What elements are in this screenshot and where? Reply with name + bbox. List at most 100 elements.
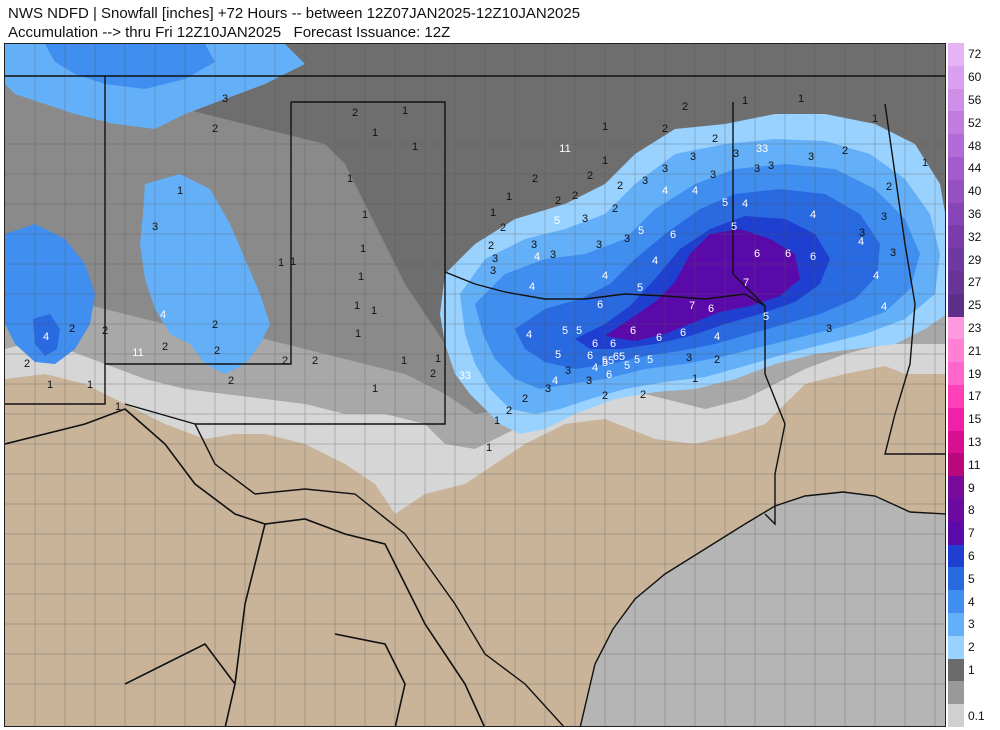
- legend-label: 6: [968, 549, 975, 563]
- legend-label: 17: [968, 389, 982, 404]
- county-value-label: 4: [529, 281, 535, 293]
- legend-label: 29: [968, 252, 982, 267]
- county-value-label: 2: [886, 181, 892, 193]
- county-value-label: 5: [602, 357, 608, 369]
- legend-swatch: [948, 111, 964, 135]
- legend-label: 5: [968, 571, 975, 586]
- county-value-label: 3: [686, 352, 692, 364]
- county-value-label: 2: [162, 341, 168, 353]
- map-header: NWS NDFD | Snowfall [inches] +72 Hours -…: [8, 4, 948, 42]
- legend-label: 0.1: [968, 708, 985, 723]
- county-value-label: 3: [826, 323, 832, 335]
- county-value-label: 11: [132, 347, 143, 359]
- legend-swatch: [948, 453, 964, 477]
- county-value-label: 2: [712, 133, 718, 145]
- county-value-label: 6: [587, 350, 593, 362]
- county-value-label: 4: [552, 375, 558, 387]
- county-value-label: 3: [152, 221, 158, 233]
- legend-label: 1: [968, 663, 975, 677]
- county-value-label: 1: [435, 353, 441, 365]
- county-value-label: 3: [550, 249, 556, 261]
- county-value-label: 4: [534, 251, 540, 263]
- county-value-label: 4: [858, 236, 864, 248]
- county-value-label: 3: [710, 169, 716, 181]
- county-value-label: 1: [355, 328, 361, 340]
- county-value-label: 2: [522, 393, 528, 405]
- legend-swatch: [948, 293, 964, 318]
- county-value-label: 4: [160, 309, 166, 321]
- county-value-label: 6: [680, 327, 686, 339]
- county-value-label: 3: [531, 239, 537, 251]
- legend-swatch: [948, 316, 964, 340]
- county-value-label: 2: [430, 368, 436, 380]
- gulf-coastline: [579, 491, 945, 726]
- snowfall-map: 3 2 2 1 1 1 11 1 2 1 1 1 1 2 2 1 2 2 2 2 1 2 1 2 3 3 3 4 3 3 5 3 2 2 3 3 3 3 4…: [4, 43, 946, 727]
- county-value-label: 1: [692, 373, 698, 385]
- county-value-label: 6: [606, 369, 612, 381]
- county-value-label: 1: [602, 121, 608, 133]
- county-value-label: 6: [708, 303, 714, 315]
- county-value-label: 3: [768, 160, 774, 172]
- county-value-label: 2: [612, 203, 618, 215]
- county-value-label: 1: [506, 191, 512, 203]
- county-value-label: 5: [722, 197, 728, 209]
- county-value-label: 3: [881, 211, 887, 223]
- county-value-label: 6: [610, 338, 616, 350]
- legend-swatch: [948, 134, 964, 158]
- county-value-label: 65: [613, 351, 625, 363]
- legend-swatch: [948, 521, 964, 546]
- county-value-label: 4: [526, 329, 532, 341]
- county-value-label: 5: [576, 325, 582, 337]
- county-value-label: 1: [360, 243, 366, 255]
- county-value-label: 4: [810, 209, 816, 221]
- county-value-label: 2: [555, 195, 561, 207]
- west-blue-patch-c: [33, 314, 60, 356]
- legend-label: 11: [968, 457, 981, 472]
- county-value-label: 4: [692, 185, 698, 197]
- county-value-label: 2: [214, 345, 220, 357]
- county-value-label: 5: [763, 311, 769, 323]
- county-value-label: 6: [592, 338, 598, 350]
- legend-label: 25: [968, 298, 982, 313]
- county-value-label: 1: [358, 271, 364, 283]
- county-value-label: 1: [372, 383, 378, 395]
- county-value-label: 7: [689, 300, 695, 312]
- legend-swatch: [948, 567, 964, 591]
- legend-swatch: [948, 544, 964, 568]
- county-value-label: 3: [545, 383, 551, 395]
- legend-swatch: [948, 476, 964, 500]
- county-value-label: 1: [490, 207, 496, 219]
- legend-swatch: [948, 635, 964, 660]
- legend-label: 15: [968, 412, 982, 427]
- legend-swatch: [948, 65, 964, 90]
- county-value-label: 1: [486, 442, 492, 454]
- legend-swatch: [948, 407, 964, 432]
- purple-7in-area: [605, 229, 800, 341]
- county-value-label: 55: [602, 355, 614, 367]
- county-value-label: 2: [312, 355, 318, 367]
- county-value-label: 3: [754, 163, 760, 175]
- state-borders: [5, 75, 945, 726]
- county-value-label: 2: [352, 107, 358, 119]
- legend-swatch: [948, 385, 964, 409]
- county-value-label: 1: [402, 105, 408, 117]
- county-value-label: 6: [656, 332, 662, 344]
- county-value-label: 3: [662, 163, 668, 175]
- county-value-label: 3: [859, 227, 865, 239]
- county-value-label: 5: [624, 360, 630, 372]
- legend-swatch: [948, 179, 964, 204]
- county-value-label: 3: [690, 151, 696, 163]
- legend-label: 21: [968, 343, 982, 358]
- county-value-label: 2: [532, 173, 538, 185]
- county-value-label: 1: [354, 300, 360, 312]
- county-value-label: 3: [222, 93, 228, 105]
- county-value-label: 4: [592, 362, 598, 374]
- county-value-label: 2: [640, 389, 646, 401]
- county-value-label: 33: [459, 370, 471, 382]
- county-value-label: 3: [890, 247, 896, 259]
- legend-label: 56: [968, 93, 982, 107]
- county-value-label: 1: [872, 113, 878, 125]
- county-value-label: 6: [810, 251, 816, 263]
- county-value-label: 5: [638, 225, 644, 237]
- county-value-label: 2: [212, 123, 218, 135]
